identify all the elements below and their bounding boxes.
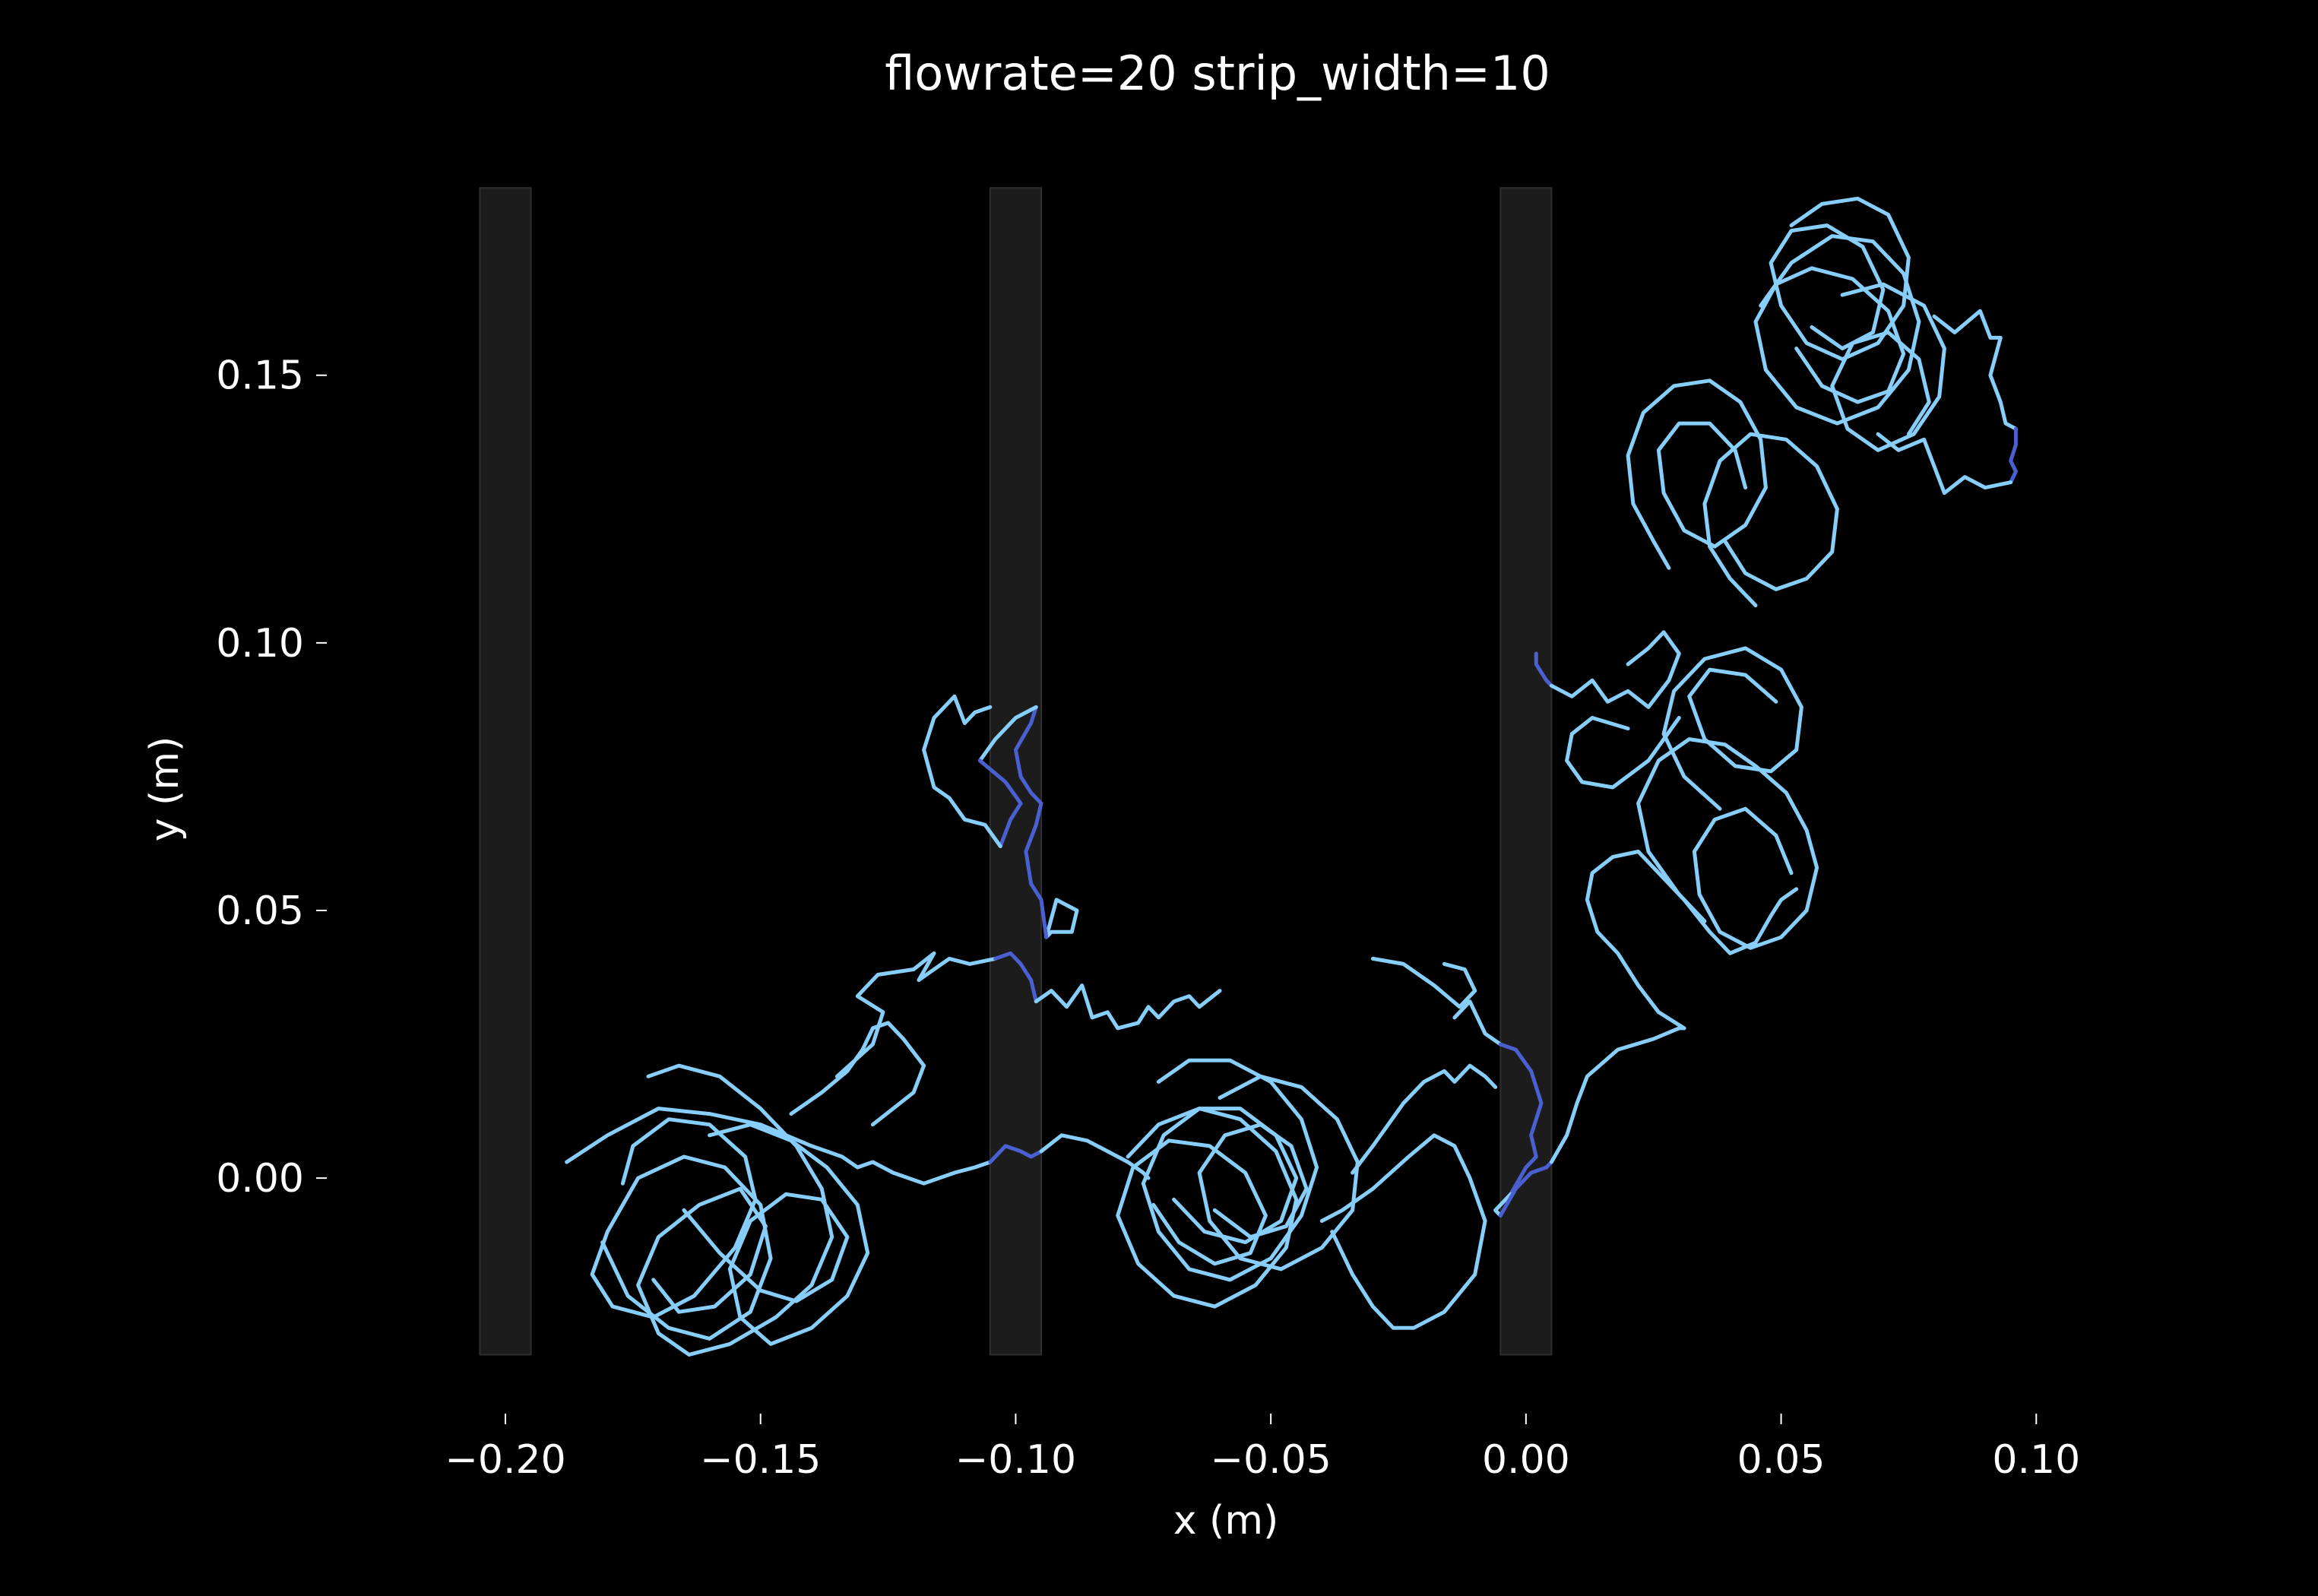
trajectory-segment-12	[590, 1117, 773, 1341]
x-tick-label: −0.15	[700, 1437, 821, 1483]
y-tick-label: 0.15	[216, 353, 304, 399]
x-tick-label: −0.10	[955, 1437, 1076, 1483]
trajectory-segment-34	[1626, 378, 1768, 570]
trajectory-segment-on-strip-23	[1498, 1042, 1544, 1196]
x-tick-label: −0.20	[445, 1437, 565, 1483]
trajectory-segment-14	[682, 1123, 870, 1346]
y-tick-label: 0.05	[216, 888, 304, 934]
trajectory-layer	[565, 196, 2018, 1357]
trajectory-segment-on-strip-10	[988, 1144, 1043, 1164]
trajectory-segment-26	[1549, 1026, 1686, 1164]
x-tick-label: 0.05	[1737, 1437, 1826, 1483]
y-axis: 0.00 0.05 0.10 0.15	[216, 353, 327, 1202]
trajectory-segment-18	[1197, 1074, 1360, 1271]
y-tick-label: 0.00	[216, 1156, 304, 1202]
trajectory-segment-1	[834, 951, 998, 1078]
trajectory-segment-19	[1351, 1063, 1498, 1175]
trajectory-segment-on-strip-25	[1498, 1160, 1553, 1218]
trajectory-segment-22	[1452, 999, 1503, 1047]
strip-layer	[479, 187, 1553, 1356]
trajectory-segment-38	[1932, 309, 2018, 431]
trajectory-segment-13	[636, 1063, 834, 1357]
x-axis: −0.20 −0.15 −0.10 −0.05 0.00 0.05 0.10	[445, 1414, 2080, 1483]
trajectory-segment-20	[1319, 1133, 1487, 1330]
trajectory-segment-on-strip-30	[1534, 651, 1553, 688]
trajectory-segment-37	[1830, 282, 1946, 452]
x-tick-label: −0.05	[1210, 1437, 1331, 1483]
strip-3	[1499, 187, 1553, 1356]
trajectory-segment-28	[1636, 737, 1819, 950]
trajectory-segment-33	[1702, 432, 1839, 608]
trajectory-segment-8	[922, 694, 1002, 848]
trajectory-segment-9	[565, 1107, 993, 1186]
x-tick-label: 0.10	[1992, 1437, 2080, 1483]
y-tick-label: 0.10	[216, 621, 304, 667]
trajectory-segment-24	[1493, 1192, 1513, 1218]
trajectory-segment-32	[1565, 716, 1681, 790]
x-axis-label: x (m)	[1173, 1498, 1279, 1544]
strip-2	[989, 187, 1043, 1356]
strip-1	[479, 187, 532, 1356]
trajectory-segment-21	[1370, 956, 1477, 1009]
trajectory-segment-27	[1585, 850, 1799, 1031]
trajectory-segment-4	[1044, 898, 1079, 939]
trajectory-segment-on-strip-7	[977, 758, 1023, 848]
trajectory-segment-on-strip-39	[2009, 426, 2018, 485]
trajectory-segment-31	[1549, 630, 1681, 709]
trajectory-segment-16	[1141, 1058, 1319, 1282]
trajectory-segment-17	[1116, 1107, 1299, 1309]
trajectory-segment-15	[789, 1021, 926, 1127]
trajectory-segment-36	[1769, 196, 1911, 362]
y-axis-label: y (m)	[142, 736, 188, 842]
trajectory-segment-on-strip-2	[993, 951, 1038, 1004]
trajectory-segment-on-strip-5	[1013, 705, 1049, 939]
trajectory-segment-35	[1753, 234, 1921, 426]
x-tick-label: 0.00	[1482, 1437, 1570, 1483]
trajectory-segment-3	[1034, 983, 1222, 1031]
trajectory-segment-29	[1661, 646, 1803, 811]
trajectory-segment-11	[1039, 1133, 1151, 1180]
trajectory-segment-40	[1876, 432, 2013, 496]
chart-title: flowrate=20 strip_width=10	[885, 46, 1550, 101]
trajectory-segment-6	[977, 705, 1038, 763]
